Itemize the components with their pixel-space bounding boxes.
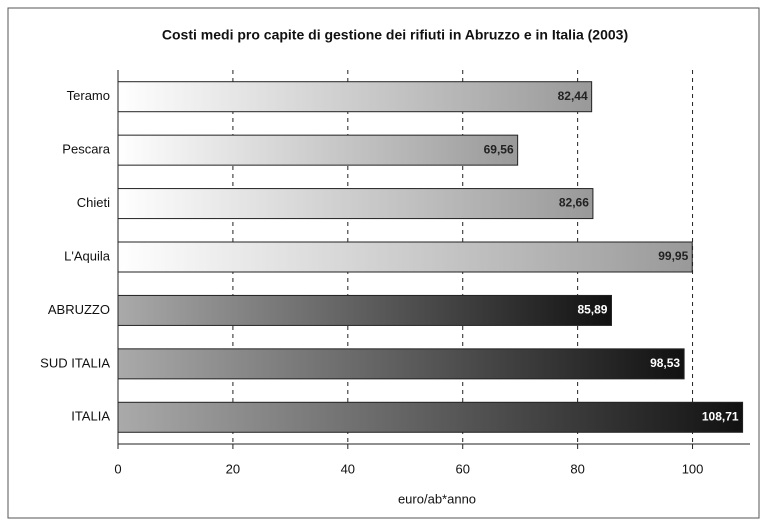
y-tick-label: ABRUZZO [48, 302, 110, 317]
y-tick-label: L'Aquila [64, 248, 111, 263]
y-tick-label: Pescara [62, 142, 110, 157]
value-label: 98,53 [650, 356, 680, 370]
value-label: 82,44 [558, 89, 588, 103]
value-label: 85,89 [577, 303, 607, 317]
x-tick-label: 0 [114, 461, 121, 476]
bar [117, 241, 693, 273]
y-tick-label: ITALIA [71, 409, 110, 424]
frame [7, 7, 760, 519]
bar [117, 294, 612, 326]
x-axis-label: euro/ab*anno [398, 491, 476, 506]
x-tick-label: 100 [682, 461, 704, 476]
bar [117, 81, 593, 113]
bar [117, 188, 594, 220]
bar [117, 401, 744, 433]
x-tick-label: 80 [570, 461, 584, 476]
bar [117, 134, 519, 166]
y-tick-label: SUD ITALIA [40, 355, 110, 370]
chart-title: Costi medi pro capite di gestione dei ri… [162, 27, 628, 43]
value-label: 99,95 [658, 249, 688, 263]
x-tick-label: 60 [455, 461, 469, 476]
value-label: 69,56 [484, 142, 514, 156]
x-tick-label: 40 [341, 461, 355, 476]
value-label: 82,66 [559, 196, 589, 210]
bar [117, 348, 685, 380]
y-tick-label: Chieti [77, 195, 110, 210]
x-tick-label: 20 [226, 461, 240, 476]
value-label: 108,71 [702, 409, 739, 423]
y-tick-label: Teramo [67, 88, 110, 103]
